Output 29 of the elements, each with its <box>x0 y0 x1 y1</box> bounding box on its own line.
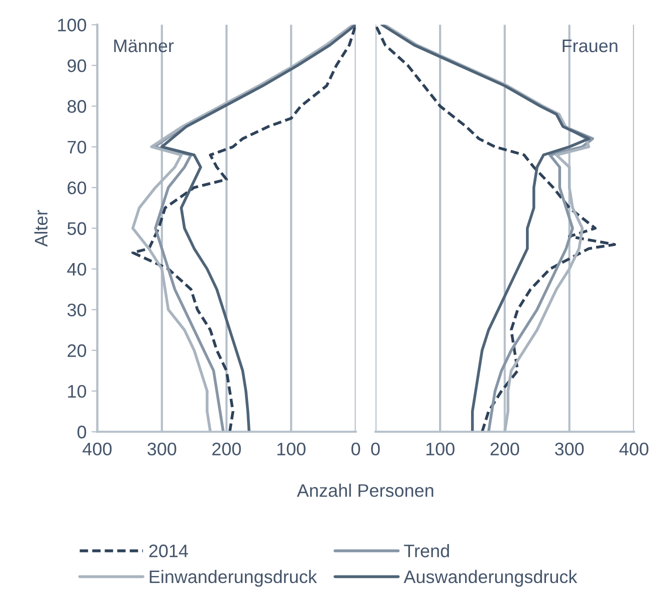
y-tick-label: 90 <box>68 59 86 72</box>
x-tick-label: 400 <box>619 442 648 456</box>
y-tick-label: 60 <box>68 181 86 194</box>
y-tick-label: 70 <box>68 140 86 154</box>
y-tick-label: 40 <box>67 262 86 276</box>
y-tick-label: 20 <box>68 344 86 358</box>
x-tick-label: 200 <box>490 442 520 456</box>
x-tick-label: 300 <box>555 442 584 456</box>
x-tick-label: 200 <box>212 442 241 456</box>
legend-label: Einwanderungsdruck <box>150 570 317 587</box>
y-tick-label: 50 <box>67 222 86 235</box>
legend-label: 2014 <box>149 544 188 558</box>
x-tick-label: 300 <box>147 442 176 456</box>
x-tick-label: 100 <box>426 442 454 456</box>
x-tick-label: 400 <box>82 442 112 456</box>
y-tick-label: 30 <box>67 304 86 316</box>
y-tick-label: 100 <box>58 18 86 32</box>
x-tick-label: 0 <box>351 442 360 456</box>
y-tick-label: 10 <box>68 384 86 398</box>
x-tick-label: 0 <box>371 442 380 456</box>
x-axis-title: Anzahl Personen <box>296 484 434 497</box>
y-tick-label: 0 <box>77 426 86 438</box>
legend-label: Trend <box>404 544 449 558</box>
annotation: Männer <box>114 40 174 52</box>
legend-label: Auswanderungsdruck <box>404 570 578 587</box>
y-tick-label: 80 <box>68 100 86 113</box>
x-tick-label: 100 <box>277 442 306 456</box>
annotation: Frauen <box>562 40 618 52</box>
y-axis-title: Alter <box>34 210 48 247</box>
